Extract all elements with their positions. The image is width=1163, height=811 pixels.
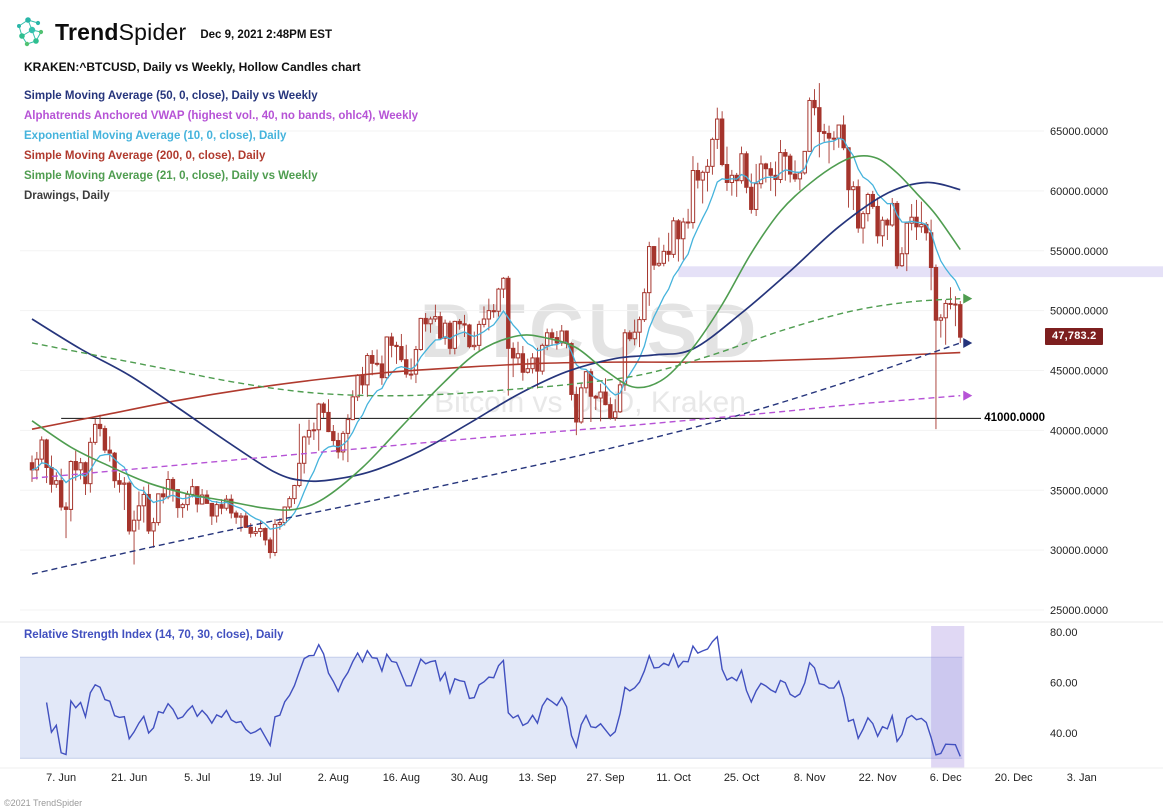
rsi-band: [20, 657, 963, 759]
price-tick-label: 35000.0000: [1050, 485, 1108, 497]
time-axis: 7. Jun 21. Jun 5. Jul 19. Jul 2. Aug 16. Aug 3…: [0, 767, 1163, 784]
time-tick-label: 27. Sep: [587, 772, 625, 784]
support-band-drawing: [678, 266, 1163, 278]
trendspider-logo-icon: [17, 17, 44, 47]
anchored-vwap-weekly-marker-icon: [963, 390, 973, 401]
legend-item-3[interactable]: Exponential Moving Average (10, 0, close…: [24, 130, 287, 142]
sma200-daily-line: [31, 351, 961, 430]
time-tick-label: 25. Oct: [724, 772, 759, 784]
anchored-vwap-weekly-line: [31, 394, 961, 479]
legend-item-4[interactable]: Simple Moving Average (200, 0, close), D…: [24, 150, 266, 162]
rsi-tick-label: 40.00: [1050, 728, 1078, 740]
time-tick-label: 21. Jun: [111, 772, 147, 784]
time-tick-label: 20. Dec: [995, 772, 1033, 784]
chart-timestamp: Dec 9, 2021 2:48PM EST: [200, 28, 332, 41]
time-tick-label: 13. Sep: [518, 772, 556, 784]
legend-item-2[interactable]: Alphatrends Anchored VWAP (highest vol.,…: [24, 110, 419, 122]
sma50-weekly-line: [31, 342, 961, 575]
sma50-weekly-marker-icon: [963, 337, 973, 348]
rsi-recent-highlight: [931, 626, 965, 768]
price-tick-label: 30000.0000: [1050, 545, 1108, 557]
time-tick-label: 7. Jun: [46, 772, 76, 784]
ema10-daily-line: [31, 137, 961, 530]
price-tick-label: 50000.0000: [1050, 306, 1108, 318]
rsi-tick-label: 60.00: [1050, 678, 1078, 690]
copyright: ©2021 TrendSpider: [4, 798, 83, 808]
time-tick-label: 19. Jul: [249, 772, 281, 784]
time-tick-label: 11. Oct: [656, 772, 691, 784]
price-tick-label: 55000.0000: [1050, 246, 1108, 258]
time-tick-label: 5. Jul: [184, 772, 210, 784]
brand-wordmark-bold: Trend: [55, 18, 119, 45]
time-tick-label: 8. Nov: [794, 772, 826, 784]
chart-title: KRAKEN:^BTCUSD, Daily vs Weekly, Hollow …: [24, 60, 361, 74]
indicator-legend: Simple Moving Average (50, 0, close), Da…: [24, 86, 418, 206]
legend-item-1[interactable]: Simple Moving Average (50, 0, close), Da…: [24, 90, 318, 102]
level-41000-label[interactable]: 41000.0000: [981, 410, 1048, 427]
sma21-weekly-line: [31, 297, 961, 397]
time-tick-label: 3. Jan: [1067, 772, 1097, 784]
brand-wordmark: TrendSpider: [55, 19, 186, 46]
price-tick-label: 25000.0000: [1050, 605, 1108, 617]
time-tick-label: 6. Dec: [930, 772, 962, 784]
rsi-legend[interactable]: Relative Strength Index (14, 70, 30, clo…: [24, 629, 284, 641]
legend-item-6[interactable]: Drawings, Daily: [24, 190, 110, 202]
rsi-line: [45, 635, 961, 757]
time-tick-label: 2. Aug: [318, 772, 349, 784]
price-tick-label: 65000.0000: [1050, 126, 1108, 138]
time-tick-label: 30. Aug: [451, 772, 488, 784]
sma21-daily-line: [31, 154, 961, 511]
rsi-tick-label: 80.00: [1050, 627, 1078, 639]
sma21-weekly-marker-icon: [963, 293, 973, 304]
time-tick-label: 22. Nov: [859, 772, 897, 784]
last-price-badge: 47,783.2: [1045, 328, 1104, 346]
price-gridlines: 65000.0000 60000.0000 55000.0000 50000.0000…: [20, 126, 1108, 617]
price-tick-label: 60000.0000: [1050, 186, 1108, 198]
brand-wordmark-regular: Spider: [118, 18, 187, 45]
price-tick-label: 45000.0000: [1050, 366, 1108, 378]
sma50-daily-line: [31, 181, 961, 483]
price-tick-label: 40000.0000: [1050, 425, 1108, 437]
time-tick-label: 16. Aug: [383, 772, 420, 784]
brand-header: TrendSpider Dec 9, 2021 2:48PM EST: [14, 16, 332, 48]
legend-item-5[interactable]: Simple Moving Average (21, 0, close), Da…: [24, 170, 318, 182]
rsi-pane: 80.00 60.00 40.00: [0, 621, 1163, 768]
